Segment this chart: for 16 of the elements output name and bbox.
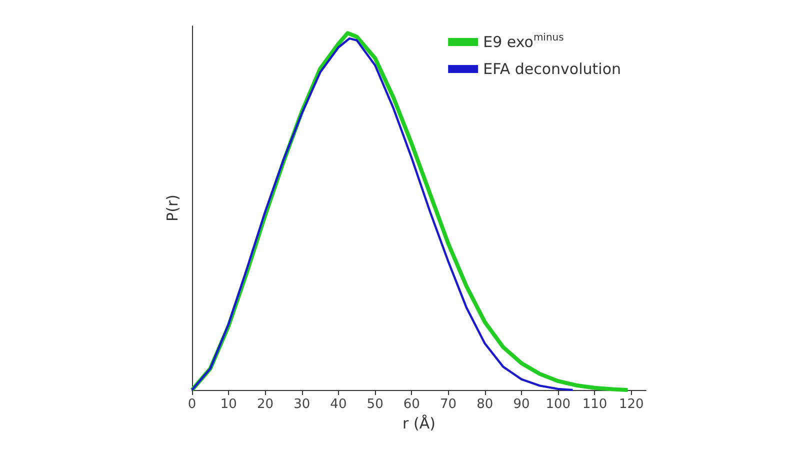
y-axis-title: P(r) [164, 194, 182, 222]
x-tick-label: 70 [440, 397, 457, 412]
x-tick-label: 120 [618, 397, 644, 412]
x-tick-label: 50 [366, 397, 384, 412]
x-tick-label: 20 [256, 397, 274, 412]
x-tick-label: 90 [513, 397, 530, 412]
x-tick-label: 10 [220, 397, 237, 412]
x-tick-label: 40 [330, 397, 347, 412]
x-tick-label: 30 [294, 397, 310, 412]
x-tick-label: 0 [188, 397, 196, 412]
x-tick-label: 60 [403, 397, 420, 412]
x-axis-title: r (Å) [402, 414, 436, 432]
x-tick-label: 80 [476, 397, 494, 412]
legend-label: EFA deconvolution [483, 60, 622, 78]
x-tick-label: 110 [582, 397, 608, 412]
x-tick-label: 100 [546, 397, 571, 412]
